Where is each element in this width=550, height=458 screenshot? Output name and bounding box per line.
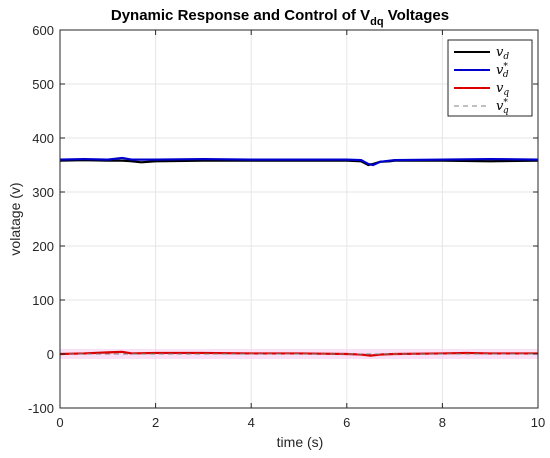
y-tick-label: 400 xyxy=(32,131,54,146)
x-tick-label: 4 xyxy=(248,415,255,430)
y-tick-label: 500 xyxy=(32,77,54,92)
x-tick-label: 10 xyxy=(531,415,545,430)
chart-title: Dynamic Response and Control of Vdq Volt… xyxy=(111,7,449,28)
y-tick-label: 300 xyxy=(32,185,54,200)
y-tick-label: 100 xyxy=(32,293,54,308)
x-axis-label: time (s) xyxy=(277,434,324,450)
legend-label: v* d xyxy=(496,62,509,80)
x-tick-label: 6 xyxy=(343,415,350,430)
y-tick-label: -100 xyxy=(28,401,54,416)
y-tick-label: 600 xyxy=(32,23,54,38)
x-tick-label: 8 xyxy=(439,415,446,430)
plot-area xyxy=(59,156,539,359)
axes-box xyxy=(59,29,539,409)
legend-label: vq xyxy=(496,81,509,98)
y-axis-label: volatage (v) xyxy=(7,182,23,255)
legend-label: v* q xyxy=(496,98,509,116)
y-tick-label: 0 xyxy=(47,347,54,362)
x-tick-label: 0 xyxy=(56,415,63,430)
legend-label: vd xyxy=(496,45,509,62)
x-tick-label: 2 xyxy=(152,415,159,430)
y-tick-label: 200 xyxy=(32,239,54,254)
series-line-v-d xyxy=(59,159,539,167)
series-line-v-d-ref xyxy=(59,156,539,167)
